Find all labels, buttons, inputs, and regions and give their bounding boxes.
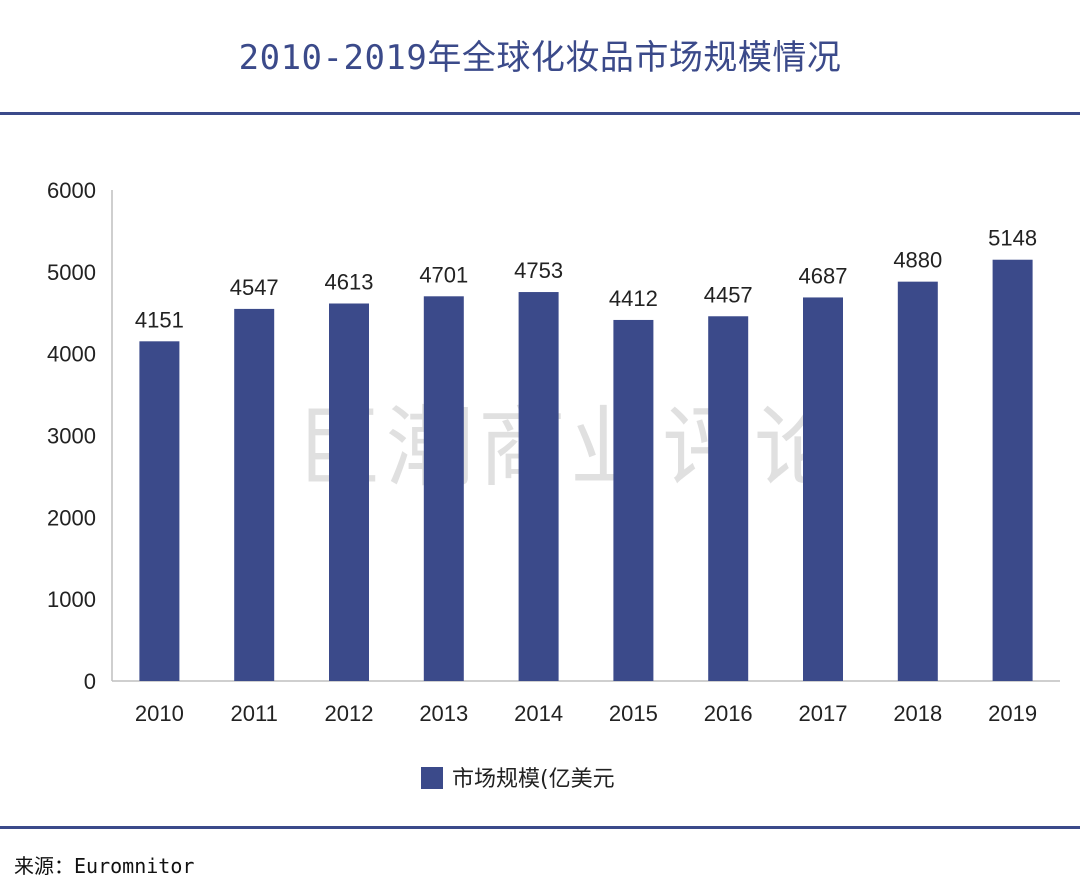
legend-label: 市场规模(亿美元 [452, 767, 615, 792]
watermark-text: 巨潮商业评论 [294, 396, 846, 499]
data-label: 4701 [419, 262, 468, 287]
chart-bars [139, 259, 1033, 681]
x-tick-label: 2019 [988, 701, 1037, 726]
bar [897, 281, 938, 681]
bar [992, 259, 1033, 681]
data-label: 4547 [230, 275, 279, 300]
data-label: 4687 [799, 263, 848, 288]
bar [139, 341, 180, 681]
y-tick-label: 1000 [47, 587, 96, 612]
x-tick-label: 2011 [231, 701, 278, 726]
legend-swatch [421, 767, 443, 789]
x-tick-label: 2013 [419, 701, 468, 726]
y-tick-label: 2000 [47, 505, 96, 530]
bottom-divider [0, 826, 1080, 829]
data-label: 5148 [988, 226, 1037, 251]
y-tick-label: 6000 [47, 178, 96, 203]
y-tick-label: 5000 [47, 260, 96, 285]
data-label: 4753 [514, 258, 563, 283]
bar-chart: 巨潮商业评论 0 1000 2000 3000 4000 5000 6000 4151 201… [47, 178, 1060, 792]
chart-title: 2010-2019年全球化妆品市场规模情况 [238, 38, 842, 78]
x-tick-label: 2015 [609, 701, 658, 726]
chart-legend: 市场规模(亿美元 [421, 767, 615, 792]
top-divider [0, 112, 1080, 115]
x-tick-label: 2014 [514, 701, 563, 726]
data-label: 4880 [893, 248, 942, 273]
data-label: 4412 [609, 286, 658, 311]
x-tick-label: 2016 [704, 701, 753, 726]
data-label: 4151 [135, 307, 184, 332]
bar [803, 297, 843, 681]
bar [518, 292, 559, 681]
data-label: 4613 [325, 270, 374, 295]
bar [613, 319, 654, 681]
bar [708, 316, 749, 681]
x-tick-label: 2018 [893, 701, 942, 726]
x-tick-label: 2010 [135, 701, 184, 726]
source-note: 来源：Euromnitor [14, 854, 195, 878]
data-label: 4457 [704, 282, 753, 307]
bar [234, 308, 275, 681]
chart-labels: 4151 2010 4547 2011 4613 2012 4701 2013 4753 2014… [135, 226, 1037, 726]
y-tick-label: 3000 [47, 424, 96, 449]
x-tick-label: 2017 [799, 701, 848, 726]
bar [329, 303, 369, 681]
y-tick-label: 0 [84, 669, 96, 694]
x-tick-label: 2012 [325, 701, 374, 726]
bar [423, 296, 464, 681]
y-tick-label: 4000 [47, 342, 96, 367]
